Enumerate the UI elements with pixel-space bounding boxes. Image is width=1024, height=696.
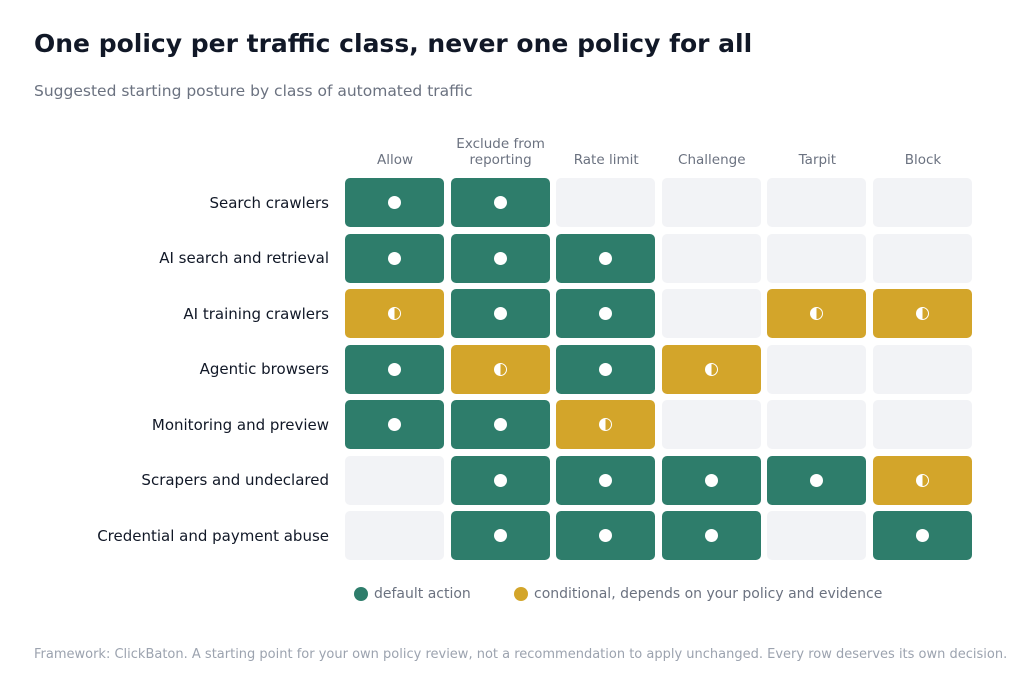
full-circle-icon — [388, 362, 401, 376]
full-circle-icon — [388, 196, 401, 209]
column-header-challenge: Challenge — [678, 152, 746, 168]
row-label-monitoring-and-preview: Monitoring and preview — [151, 415, 329, 434]
legend-conditional-swatch — [514, 587, 528, 601]
cell-scrapers-and-undeclared-exclude-from-reporting — [450, 455, 550, 505]
cell-credential-and-payment-abuse-tarpit — [767, 511, 867, 560]
full-circle-icon — [599, 251, 613, 265]
cell-monitoring-and-preview-exclude-from-reporting — [450, 400, 550, 449]
half-circle-icon — [916, 473, 929, 487]
cell-ai-search-and-retrieval-exclude-from-reporting — [450, 233, 550, 283]
column-header-tarpit: Tarpit — [798, 152, 837, 168]
cell-agentic-browsers-exclude-from-reporting — [450, 344, 550, 394]
full-circle-icon — [493, 251, 507, 265]
cell-credential-and-payment-abuse-rate-limit — [556, 511, 656, 560]
full-circle-icon — [493, 473, 507, 487]
column-header-exclude-from-reporting: Exclude from reporting — [456, 136, 545, 168]
chart-title: One policy per traffic class, never one … — [34, 29, 753, 58]
cell-monitoring-and-preview-allow — [345, 400, 444, 449]
row-label-agentic-browsers: Agentic browsers — [199, 360, 329, 378]
chart-subtitle: Suggested starting posture by class of a… — [34, 82, 473, 100]
full-circle-icon — [704, 529, 718, 542]
cell-credential-and-payment-abuse-block — [873, 511, 972, 560]
cell-credential-and-payment-abuse-exclude-from-reporting — [450, 511, 550, 560]
full-circle-icon — [704, 473, 718, 487]
legend-conditional-label: conditional, depends on your policy and … — [534, 586, 883, 602]
row-label-ai-search-and-retrieval: AI search and retrieval — [159, 249, 329, 267]
cell-search-crawlers-allow — [345, 178, 444, 227]
full-circle-icon — [599, 307, 613, 320]
cell-agentic-browsers-allow — [345, 344, 444, 394]
cell-ai-training-crawlers-tarpit — [767, 289, 867, 338]
cell-ai-training-crawlers-rate-limit — [556, 289, 656, 338]
full-circle-icon — [493, 418, 507, 431]
row-label-scrapers-and-undeclared: Scrapers and undeclared — [141, 471, 329, 489]
cell-agentic-browsers-rate-limit — [556, 344, 656, 394]
cell-ai-training-crawlers-block — [873, 289, 972, 338]
legend-default-swatch — [354, 587, 368, 601]
half-circle-icon — [493, 362, 507, 376]
cell-monitoring-and-preview-rate-limit — [556, 400, 656, 449]
row-label-credential-and-payment-abuse: Credential and payment abuse — [97, 526, 329, 545]
half-circle-icon — [599, 418, 613, 431]
cell-scrapers-and-undeclared-challenge — [661, 455, 761, 505]
cell-ai-training-crawlers-allow — [345, 289, 444, 338]
cell-ai-search-and-retrieval-allow — [345, 233, 444, 283]
cell-scrapers-and-undeclared-rate-limit — [556, 455, 656, 505]
full-circle-icon — [599, 529, 613, 542]
cell-search-crawlers-challenge — [661, 178, 761, 227]
legend-conditional: conditional, depends on your policy and … — [514, 585, 882, 603]
cell-agentic-browsers-tarpit — [767, 344, 867, 394]
full-circle-icon — [810, 473, 824, 487]
row-label-search-crawlers: Search crawlers — [209, 193, 329, 212]
cell-credential-and-payment-abuse-allow — [345, 511, 444, 560]
legend-default-label: default action — [374, 586, 471, 602]
cell-monitoring-and-preview-challenge — [661, 400, 761, 449]
full-circle-icon — [599, 473, 613, 487]
full-circle-icon — [493, 307, 507, 320]
cell-ai-training-crawlers-challenge — [661, 289, 761, 338]
half-circle-icon — [388, 307, 401, 320]
half-circle-icon — [704, 362, 718, 376]
row-label-ai-training-crawlers: AI training crawlers — [183, 304, 329, 323]
column-header-block: Block — [904, 152, 942, 168]
full-circle-icon — [916, 529, 929, 542]
cell-search-crawlers-exclude-from-reporting — [450, 178, 550, 227]
cell-scrapers-and-undeclared-block — [873, 455, 972, 505]
cell-ai-search-and-retrieval-challenge — [661, 233, 761, 283]
full-circle-icon — [388, 251, 401, 265]
cell-ai-training-crawlers-exclude-from-reporting — [450, 289, 550, 338]
full-circle-icon — [599, 362, 613, 376]
column-header-allow: Allow — [376, 152, 414, 168]
cell-search-crawlers-rate-limit — [556, 178, 656, 227]
cell-scrapers-and-undeclared-allow — [345, 455, 444, 505]
cell-scrapers-and-undeclared-tarpit — [767, 455, 867, 505]
cell-search-crawlers-tarpit — [767, 178, 867, 227]
cell-ai-search-and-retrieval-tarpit — [767, 233, 867, 283]
cell-agentic-browsers-challenge — [661, 344, 761, 394]
cell-ai-search-and-retrieval-rate-limit — [556, 233, 656, 283]
cell-ai-search-and-retrieval-block — [873, 233, 972, 283]
full-circle-icon — [388, 418, 401, 431]
cell-monitoring-and-preview-tarpit — [767, 400, 867, 449]
full-circle-icon — [493, 529, 507, 542]
cell-monitoring-and-preview-block — [873, 400, 972, 449]
half-circle-icon — [810, 307, 824, 320]
cell-search-crawlers-block — [873, 178, 972, 227]
footnote: Framework: ClickBaton. A starting point … — [34, 647, 1008, 662]
legend-default: default action — [354, 585, 471, 603]
column-header-rate-limit: Rate limit — [573, 152, 639, 168]
full-circle-icon — [493, 196, 507, 209]
cell-credential-and-payment-abuse-challenge — [661, 511, 761, 560]
half-circle-icon — [916, 307, 929, 320]
cell-agentic-browsers-block — [873, 344, 972, 394]
